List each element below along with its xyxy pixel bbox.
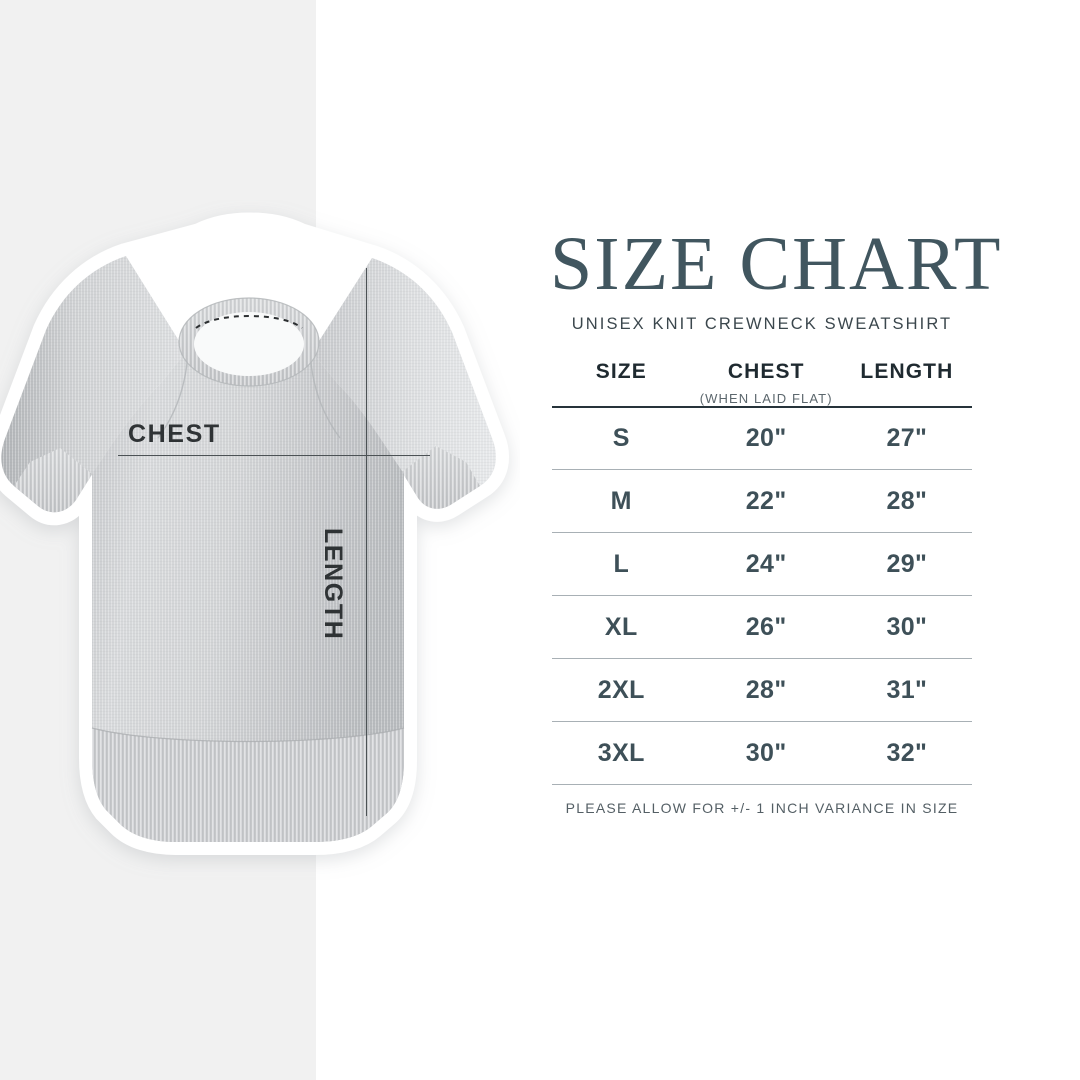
length-measure-line <box>366 268 367 816</box>
cell-length: 32" <box>886 738 928 767</box>
chest-measure-label: CHEST <box>128 420 221 448</box>
column-header-chest-label: CHEST <box>727 359 805 383</box>
table-row: M 22" 28" <box>552 470 972 533</box>
size-table: SIZE CHEST (WHEN LAID FLAT) LENGTH S 20"… <box>552 360 972 786</box>
page-subtitle: UNISEX KNIT CREWNECK SWEATSHIRT <box>571 314 953 333</box>
cell-chest: 28" <box>745 675 787 704</box>
cell-chest: 20" <box>745 424 787 453</box>
variance-footnote: PLEASE ALLOW FOR +/- 1 INCH VARIANCE IN … <box>565 800 959 817</box>
cell-length: 28" <box>886 486 928 515</box>
length-measure-label: LENGTH <box>319 528 347 641</box>
cell-length: 29" <box>886 549 928 578</box>
cell-chest: 24" <box>745 549 787 578</box>
column-header-chest-note: (WHEN LAID FLAT) <box>699 390 833 406</box>
product-image: CHEST LENGTH <box>0 200 520 920</box>
sweatshirt-illustration <box>0 212 509 855</box>
collar-stitching <box>195 315 303 329</box>
table-body: S 20" 27" M 22" 28" L 24" 29" XL 26" <box>552 407 972 785</box>
page-title: SIZE CHART <box>550 222 1003 306</box>
column-header-size: SIZE <box>552 360 691 407</box>
cell-size: 3XL <box>597 738 645 767</box>
column-header-length: LENGTH <box>842 360 972 407</box>
cell-chest: 26" <box>745 612 787 641</box>
table-row: 3XL 30" 32" <box>552 722 972 785</box>
cell-chest: 30" <box>745 738 787 767</box>
cell-size: L <box>613 549 630 578</box>
column-header-length-label: LENGTH <box>860 359 954 383</box>
column-header-chest: CHEST (WHEN LAID FLAT) <box>691 360 842 407</box>
cell-size: S <box>612 424 630 453</box>
cell-size: M <box>610 486 632 515</box>
cell-length: 27" <box>886 424 928 453</box>
cell-length: 30" <box>886 612 928 641</box>
table-row: L 24" 29" <box>552 533 972 596</box>
cell-size: 2XL <box>597 675 645 704</box>
table-row: 2XL 28" 31" <box>552 659 972 722</box>
cell-length: 31" <box>886 675 928 704</box>
table-header-row: SIZE CHEST (WHEN LAID FLAT) LENGTH <box>552 360 972 407</box>
table-row: XL 26" 30" <box>552 596 972 659</box>
chest-measure-line <box>118 455 430 456</box>
table-row: S 20" 27" <box>552 407 972 470</box>
size-chart-panel: SIZE CHART UNISEX KNIT CREWNECK SWEATSHI… <box>550 222 1003 817</box>
cell-size: XL <box>604 612 638 641</box>
column-header-size-label: SIZE <box>595 359 647 383</box>
cell-chest: 22" <box>745 486 787 515</box>
